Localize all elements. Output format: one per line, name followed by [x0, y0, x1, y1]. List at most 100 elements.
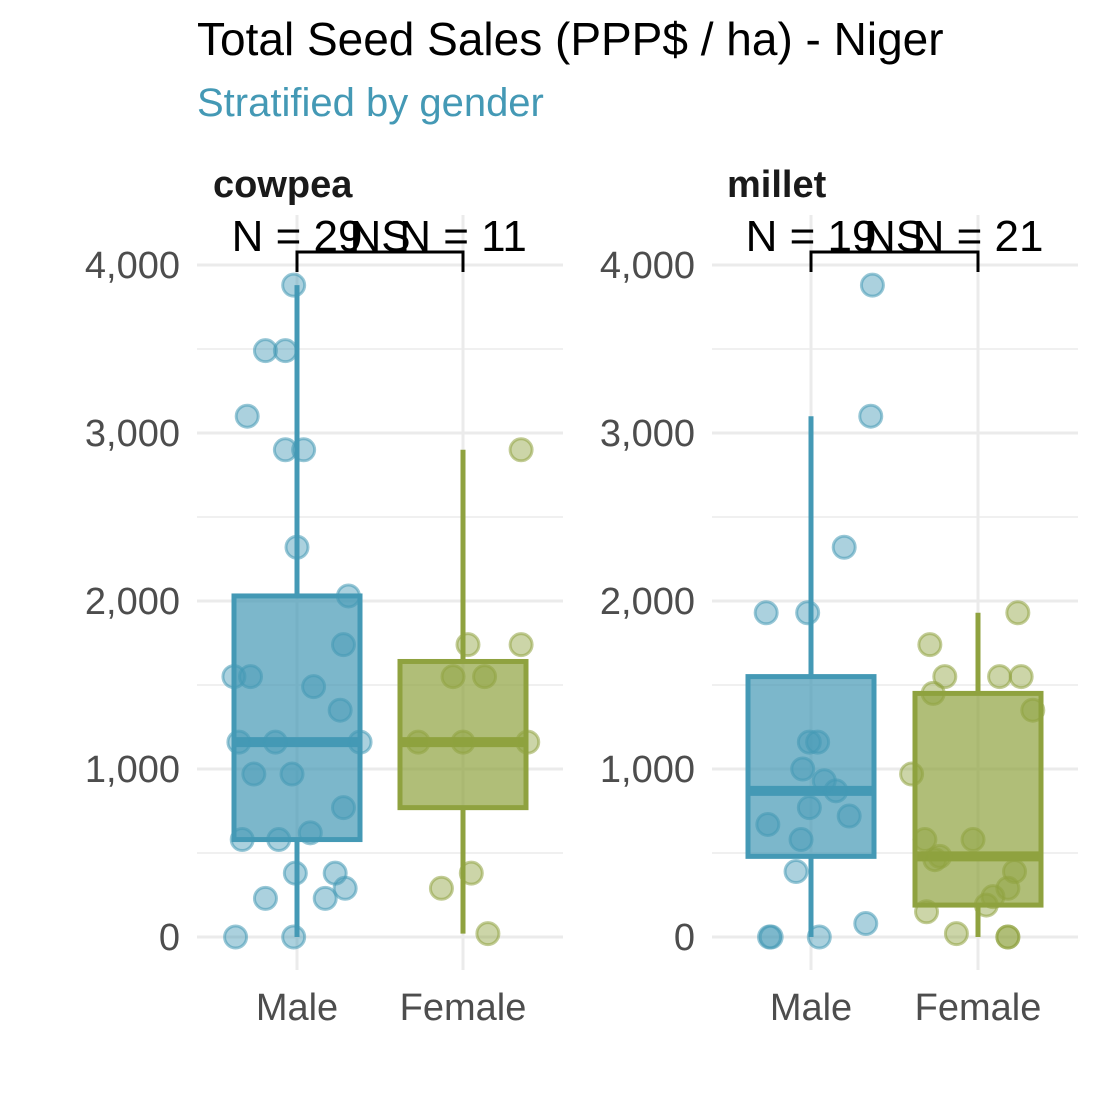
- data-point: [281, 924, 307, 950]
- facet-panels: 0 1,000 2,000 3,000 4,000 cowpea Male Female N =…: [85, 164, 1078, 1029]
- y-tick-label: 2,000: [600, 581, 695, 623]
- n-label: N = 29: [232, 212, 363, 261]
- boxplot-female: [912, 612, 1044, 937]
- y-tick-label: 4,000: [85, 245, 180, 287]
- data-point: [858, 403, 884, 429]
- data-point: [284, 534, 310, 560]
- data-point: [920, 680, 946, 706]
- data-point: [831, 534, 857, 560]
- data-point: [291, 437, 317, 463]
- x-tick-label: Female: [915, 987, 1042, 1029]
- data-point: [1008, 664, 1034, 690]
- data-point: [755, 811, 781, 837]
- y-tick-label: 4,000: [600, 245, 695, 287]
- bracket-line: [295, 250, 465, 272]
- data-point: [1002, 858, 1028, 884]
- data-point: [347, 729, 373, 755]
- data-point: [458, 860, 484, 886]
- data-point: [450, 729, 476, 755]
- data-point: [226, 729, 252, 755]
- data-point: [312, 885, 338, 911]
- chart-title: Total Seed Sales (PPP$ / ha) - Niger: [197, 13, 944, 65]
- data-point: [758, 924, 784, 950]
- data-point: [241, 761, 267, 787]
- y-tick-label: 0: [159, 917, 180, 959]
- data-point: [796, 795, 822, 821]
- data-point: [428, 875, 454, 901]
- x-tick-label: Male: [770, 987, 852, 1029]
- data-point: [327, 697, 353, 723]
- y-tick-label: 2,000: [85, 581, 180, 623]
- points-female: [899, 600, 1046, 950]
- data-point: [753, 600, 779, 626]
- y-tick-label: 0: [674, 917, 695, 959]
- data-point: [440, 664, 466, 690]
- n-label: N = 19: [746, 212, 877, 261]
- test-label: NS: [349, 212, 410, 261]
- data-point: [297, 820, 323, 846]
- y-tick-label: 1,000: [600, 749, 695, 791]
- data-point: [811, 768, 837, 794]
- data-point: [252, 338, 278, 364]
- y-tick-label: 3,000: [600, 413, 695, 455]
- data-point: [508, 437, 534, 463]
- n-label: N = 11: [399, 212, 527, 261]
- y-tick-label: 3,000: [85, 413, 180, 455]
- data-point: [279, 761, 305, 787]
- points-male: [221, 272, 373, 950]
- chart-subtitle: Stratified by gender: [197, 81, 544, 125]
- data-point: [282, 860, 308, 886]
- data-point: [783, 858, 809, 884]
- data-point: [788, 827, 814, 853]
- n-label: N = 21: [913, 212, 1044, 261]
- data-point: [229, 827, 255, 853]
- data-point: [917, 632, 943, 658]
- data-point: [330, 632, 356, 658]
- points-male: [753, 272, 885, 950]
- data-point: [899, 761, 925, 787]
- data-point: [330, 795, 356, 821]
- data-point: [508, 632, 534, 658]
- data-point: [912, 827, 938, 853]
- facet-label-cowpea: cowpea: [213, 164, 353, 206]
- data-point: [272, 437, 298, 463]
- data-point: [223, 924, 249, 950]
- data-point: [475, 921, 501, 947]
- data-point: [859, 272, 885, 298]
- facet-label-millet: millet: [727, 164, 827, 206]
- data-point: [932, 664, 958, 690]
- boxplot-male: [745, 416, 877, 937]
- data-point: [914, 899, 940, 925]
- panel-millet: 0 1,000 2,000 3,000 4,000 millet Male Female N =…: [600, 164, 1078, 1029]
- data-point: [405, 729, 431, 755]
- data-point: [515, 729, 541, 755]
- data-point: [795, 600, 821, 626]
- y-tick-label: 1,000: [85, 749, 180, 791]
- bracket-line: [809, 250, 980, 272]
- data-point: [1020, 697, 1046, 723]
- data-point: [805, 729, 831, 755]
- x-tick-label: Female: [400, 987, 527, 1029]
- data-point: [943, 921, 969, 947]
- data-point: [836, 803, 862, 829]
- panel-cowpea: 0 1,000 2,000 3,000 4,000 cowpea Male Female N =…: [85, 164, 563, 1029]
- data-point: [472, 664, 498, 690]
- data-point: [790, 756, 816, 782]
- data-point: [281, 272, 307, 298]
- data-point: [335, 583, 361, 609]
- data-point: [987, 664, 1013, 690]
- data-point: [796, 729, 822, 755]
- data-point: [322, 860, 348, 886]
- data-point: [272, 338, 298, 364]
- data-point: [252, 885, 278, 911]
- x-tick-label: Male: [256, 987, 338, 1029]
- data-point: [301, 674, 327, 700]
- data-point: [234, 403, 260, 429]
- data-point: [262, 729, 288, 755]
- points-female: [405, 437, 541, 947]
- data-point: [853, 911, 879, 937]
- data-point: [1005, 600, 1031, 626]
- boxplot-female: [397, 449, 529, 934]
